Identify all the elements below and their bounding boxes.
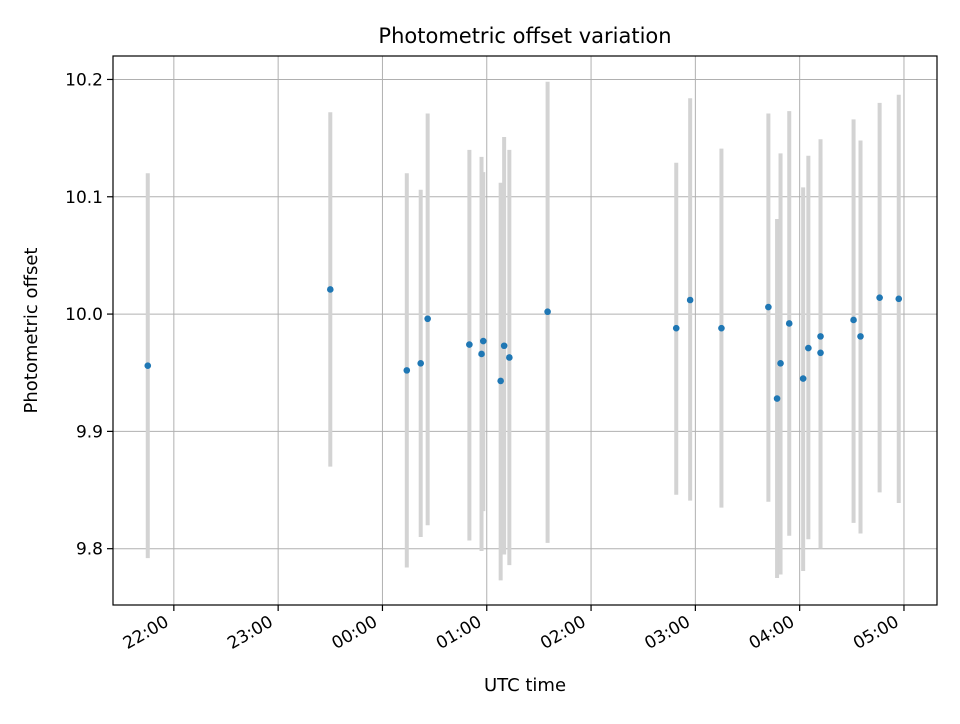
y-axis-ticks: 9.8 9.9 10.0 10.1 10.2: [65, 70, 113, 560]
data-point: [785, 320, 793, 327]
data-point: [718, 324, 725, 332]
grid-lines: [113, 56, 937, 605]
data-point: [817, 333, 824, 340]
data-point: [500, 342, 508, 350]
data-point: [817, 349, 824, 357]
y-tick-label: 9.8: [76, 540, 103, 560]
data-point: [403, 367, 411, 374]
data-point: [850, 316, 857, 324]
data-point: [144, 362, 152, 369]
y-tick-label: 9.9: [76, 422, 103, 442]
data-point: [424, 315, 431, 323]
data-point: [544, 308, 551, 316]
data-point: [497, 377, 504, 385]
data-point: [765, 303, 772, 311]
y-tick-label: 10.2: [65, 70, 103, 90]
data-point: [466, 341, 473, 348]
y-tick-label: 10.1: [65, 188, 103, 208]
data-points: [144, 286, 903, 402]
data-point: [777, 360, 784, 367]
y-tick-label: 10.0: [65, 305, 103, 325]
data-point: [479, 337, 487, 345]
data-point: [857, 333, 864, 340]
x-axis-label: UTC time: [484, 675, 566, 696]
data-point: [686, 296, 694, 304]
data-point: [773, 395, 781, 402]
data-point: [799, 375, 807, 382]
data-point: [478, 350, 485, 358]
data-point: [805, 344, 812, 352]
data-point: [895, 295, 903, 303]
chart-title: Photometric offset variation: [378, 24, 671, 48]
plot-frame: [112, 55, 938, 606]
data-point: [672, 324, 680, 332]
y-axis-label: Photometric offset: [21, 248, 42, 414]
data-point: [326, 286, 334, 293]
data-point: [506, 354, 513, 361]
data-point: [417, 360, 424, 367]
data-point: [876, 294, 883, 301]
